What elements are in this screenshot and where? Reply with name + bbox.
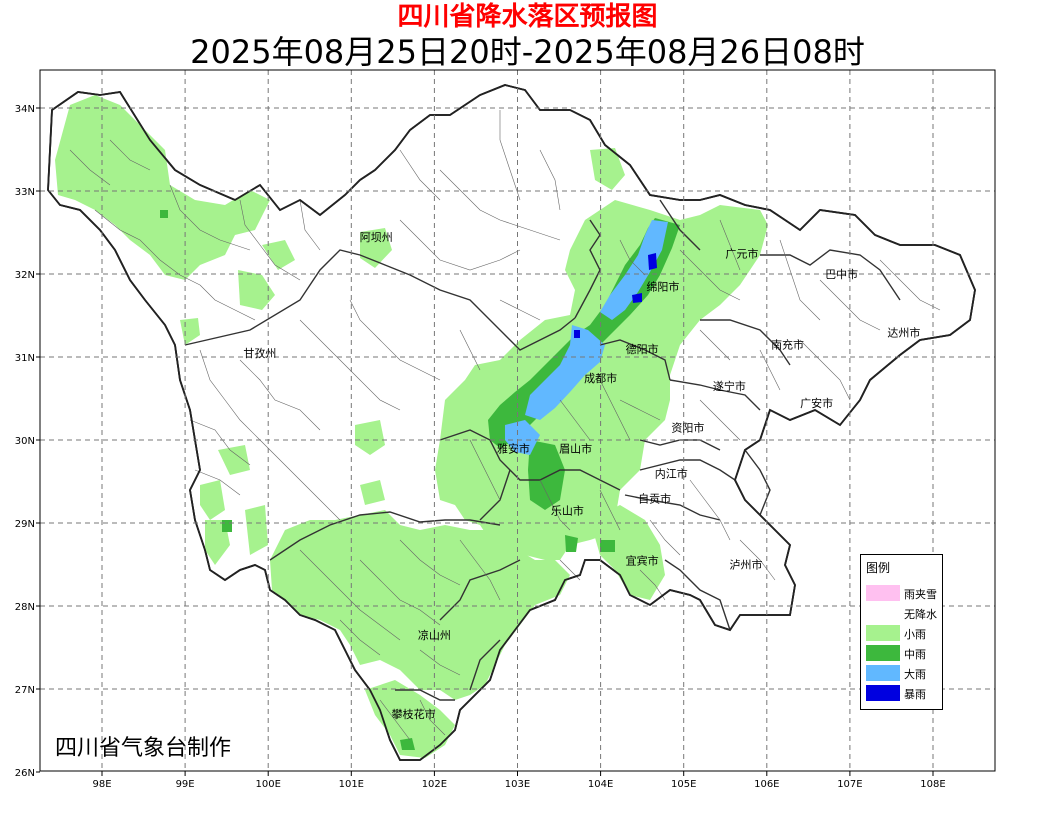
city-label: 绵阳市 bbox=[646, 280, 679, 294]
legend-label: 暴雨 bbox=[904, 688, 926, 701]
longitude-tick-label: 105E bbox=[671, 779, 696, 790]
legend-item-sleet: 雨夹雪 bbox=[866, 585, 942, 601]
city-label: 资阳市 bbox=[671, 421, 704, 435]
latitude-tick-label: 27N bbox=[15, 685, 35, 696]
city-label: 自贡市 bbox=[638, 491, 671, 505]
longitude-tick-label: 108E bbox=[920, 779, 945, 790]
longitude-tick-label: 102E bbox=[422, 779, 447, 790]
graticule bbox=[40, 70, 995, 771]
legend-item-no-precip: 无降水 bbox=[866, 605, 942, 621]
legend-swatch bbox=[866, 685, 900, 701]
longitude-tick-label: 106E bbox=[754, 779, 779, 790]
municipal-boundaries bbox=[184, 199, 901, 701]
latitude-tick-label: 33N bbox=[15, 187, 35, 198]
longitude-tick-label: 101E bbox=[339, 779, 364, 790]
longitude-labels: 98E 99E 100E 101E 102E 103E 104E 105E 106E 107E 10… bbox=[92, 771, 946, 790]
city-label: 眉山市 bbox=[559, 441, 592, 455]
heavy-rain-areas bbox=[505, 220, 668, 455]
city-label: 成都市 bbox=[584, 371, 617, 385]
legend-label: 小雨 bbox=[904, 628, 926, 641]
longitude-tick-label: 99E bbox=[176, 779, 195, 790]
city-label: 乐山市 bbox=[551, 504, 584, 518]
legend-swatch bbox=[866, 645, 900, 661]
legend-title: 图例 bbox=[866, 561, 891, 575]
map-title: 四川省降水落区预报图 bbox=[397, 2, 658, 32]
legend-label: 雨夹雪 bbox=[904, 588, 937, 601]
latitude-tick-label: 28N bbox=[15, 602, 35, 613]
legend-item-rainstorm: 暴雨 bbox=[866, 685, 942, 701]
latitude-tick-label: 26N bbox=[15, 768, 35, 779]
legend-swatch bbox=[866, 625, 900, 641]
city-label: 攀枝花市 bbox=[392, 707, 436, 721]
province-border bbox=[47, 84, 976, 761]
city-label: 巴中市 bbox=[825, 267, 858, 281]
latitude-tick-label: 29N bbox=[15, 519, 35, 530]
longitude-tick-label: 107E bbox=[837, 779, 862, 790]
legend-item-light-rain: 小雨 bbox=[866, 625, 942, 641]
latitude-tick-label: 31N bbox=[15, 353, 35, 364]
legend-label: 大雨 bbox=[904, 668, 926, 681]
light-rain-areas bbox=[55, 95, 768, 758]
latitude-tick-label: 34N bbox=[15, 104, 35, 115]
city-label: 甘孜州 bbox=[243, 346, 276, 360]
latitude-labels: 34N 33N 32N 31N 30N 29N 28N 27N 26N bbox=[15, 104, 40, 779]
city-label: 宜宾市 bbox=[626, 554, 659, 568]
latitude-tick-label: 30N bbox=[15, 436, 35, 447]
city-label: 阿坝州 bbox=[360, 230, 393, 244]
legend-item-heavy-rain: 大雨 bbox=[866, 665, 942, 681]
legend-label: 无降水 bbox=[904, 608, 937, 621]
legend-swatch bbox=[866, 585, 900, 601]
rainstorm-areas bbox=[574, 253, 657, 338]
city-label: 达州市 bbox=[887, 325, 920, 339]
city-label: 广安市 bbox=[800, 396, 833, 410]
city-label: 南充市 bbox=[771, 338, 804, 352]
legend-label: 中雨 bbox=[904, 648, 926, 661]
city-label: 雅安市 bbox=[497, 441, 530, 455]
longitude-tick-label: 100E bbox=[255, 779, 280, 790]
city-label: 德阳市 bbox=[626, 342, 659, 356]
forecast-period: 2025年08月25日20时-2025年08月26日08时 bbox=[190, 33, 865, 71]
legend: 图例 雨夹雪 无降水 小雨 中雨 大雨 暴雨 bbox=[860, 554, 943, 710]
city-label: 泸州市 bbox=[730, 558, 763, 572]
city-label: 凉山州 bbox=[418, 628, 451, 642]
longitude-tick-label: 104E bbox=[588, 779, 613, 790]
legend-item-moderate-rain: 中雨 bbox=[866, 645, 942, 661]
latitude-tick-label: 32N bbox=[15, 270, 35, 281]
city-label: 内江市 bbox=[655, 466, 688, 480]
city-label: 遂宁市 bbox=[713, 379, 746, 393]
producer-credit: 四川省气象台制作 bbox=[55, 736, 232, 761]
city-label: 广元市 bbox=[725, 246, 758, 260]
longitude-tick-label: 103E bbox=[505, 779, 530, 790]
longitude-tick-label: 98E bbox=[92, 779, 111, 790]
legend-swatch bbox=[866, 665, 900, 681]
legend-swatch bbox=[866, 605, 900, 621]
